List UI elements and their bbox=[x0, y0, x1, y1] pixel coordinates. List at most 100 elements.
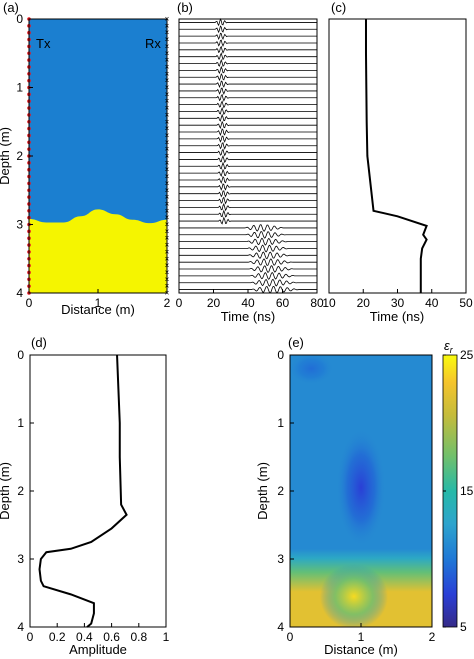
trace-line bbox=[178, 202, 317, 212]
panel-c-x-tick-label: 40 bbox=[425, 296, 439, 310]
panel-a-y-tick-label: 0 bbox=[16, 12, 23, 26]
panel-d-y-tick-label: 0 bbox=[17, 348, 24, 362]
trace-line bbox=[178, 25, 317, 34]
trace-line bbox=[178, 128, 317, 136]
trace-line bbox=[178, 93, 317, 102]
panel-d-y-tick-label: 2 bbox=[17, 484, 24, 498]
trace-line bbox=[178, 80, 317, 89]
trace-line bbox=[178, 216, 317, 225]
panel-e: 5 15 25 εr 0 1 2 0 1 2 3 4 Distance (m) Depth (m… bbox=[255, 335, 474, 657]
trace-line bbox=[178, 154, 317, 164]
trace-line bbox=[178, 106, 317, 115]
trace-line bbox=[178, 209, 317, 218]
panel-a-y-tick-label: 2 bbox=[16, 149, 23, 163]
panel-c-x-axis-label: Time (ns) bbox=[370, 309, 424, 324]
panel-a-x-tick-label: 2 bbox=[164, 296, 171, 310]
panel-c-x-tick-label: 30 bbox=[391, 296, 405, 310]
colorbar-label-main: ε bbox=[444, 338, 450, 353]
trace-line bbox=[178, 237, 317, 246]
panel-e-y-tick-label: 3 bbox=[277, 552, 284, 566]
trace-line bbox=[178, 183, 317, 191]
panel-c-x-tick-label: 20 bbox=[357, 296, 371, 310]
panel-a-y-tick-label: 1 bbox=[16, 81, 23, 95]
colorbar-tick-label: 15 bbox=[460, 484, 474, 498]
colorbar-tick-label: 25 bbox=[460, 348, 474, 362]
panel-a: ××××××××××××××××××××××××××××××××××××××××… bbox=[0, 0, 171, 317]
trace-line bbox=[178, 168, 317, 177]
panel-b-x-tick-label: 20 bbox=[207, 296, 221, 310]
trace-line bbox=[178, 148, 317, 157]
surface-patch bbox=[290, 355, 335, 385]
panel-d-y-tick-label: 3 bbox=[17, 552, 24, 566]
lower-layer bbox=[29, 209, 167, 293]
panel-b-x-tick-label: 40 bbox=[241, 296, 255, 310]
trace-line bbox=[178, 39, 317, 47]
panel-d-y-tick-label: 1 bbox=[17, 416, 24, 430]
panel-d-series-line bbox=[38, 354, 128, 628]
trace-line bbox=[178, 196, 317, 205]
colorbar-tick-label: 5 bbox=[460, 620, 467, 634]
panel-b-label: (b) bbox=[177, 0, 193, 15]
tx-label: Tx bbox=[36, 36, 51, 51]
trace-line bbox=[178, 224, 317, 232]
panel-e-x-tick-label: 0 bbox=[287, 630, 294, 644]
panel-b-x-tick-label: 0 bbox=[176, 296, 183, 310]
trace-line bbox=[178, 231, 317, 239]
panel-e-x-tick-label: 1 bbox=[358, 630, 365, 644]
panel-a-x-tick-label: 1 bbox=[95, 296, 102, 310]
panel-c-x-tick-label: 10 bbox=[322, 296, 336, 310]
rx-label: Rx bbox=[145, 36, 161, 51]
trace-line bbox=[178, 32, 317, 41]
panel-b-frame bbox=[178, 18, 318, 294]
trace-line bbox=[178, 73, 317, 82]
panel-e-x-axis-label: Distance (m) bbox=[324, 642, 398, 657]
trace-line bbox=[178, 87, 317, 95]
panel-a-label: (a) bbox=[3, 0, 19, 15]
panel-c: 10 20 30 40 50 Time (ns) (c) bbox=[322, 0, 473, 324]
panel-e-y-axis-label: Depth (m) bbox=[255, 462, 270, 520]
colorbar-label: εr bbox=[444, 338, 454, 355]
trace-line bbox=[178, 175, 317, 184]
trace-line bbox=[178, 120, 317, 130]
panel-d-x-axis-label: Amplitude bbox=[69, 642, 127, 657]
trace-line bbox=[178, 278, 317, 287]
trace-line bbox=[178, 258, 317, 266]
trace-line bbox=[178, 190, 317, 198]
panel-e-label: (e) bbox=[288, 335, 304, 350]
panel-d-frame bbox=[29, 354, 167, 628]
panel-d: 0 0.2 0.4 0.6 0.8 1 0 1 2 3 4 Amplitude Depth (m)… bbox=[0, 335, 170, 657]
panel-b-x-tick-label: 60 bbox=[276, 296, 290, 310]
panel-b-x-tick-label: 80 bbox=[310, 296, 324, 310]
panel-c-series-line bbox=[364, 19, 428, 293]
trace-line bbox=[178, 271, 317, 280]
panel-a-y-axis-label: Depth (m) bbox=[0, 127, 12, 185]
panel-d-label: (d) bbox=[31, 335, 47, 350]
panel-b: 0 20 40 60 80 Time (ns) (b) bbox=[176, 0, 324, 324]
panel-e-y-tick-label: 0 bbox=[277, 348, 284, 362]
trace-line bbox=[178, 265, 317, 273]
panel-a-y-tick-label: 4 bbox=[16, 286, 23, 300]
trace-line bbox=[178, 52, 317, 61]
panel-c-frame bbox=[328, 18, 467, 294]
panel-c-x-tick-label: 50 bbox=[459, 296, 473, 310]
panel-e-y-tick-label: 4 bbox=[277, 620, 284, 634]
panel-d-x-tick-label: 0.2 bbox=[49, 630, 66, 644]
trace-line bbox=[178, 161, 317, 170]
panel-d-x-tick-label: 1 bbox=[163, 630, 170, 644]
colorbar-label-sub: r bbox=[450, 345, 454, 355]
trace-line bbox=[178, 58, 317, 67]
panel-a-x-axis-label: Distance (m) bbox=[61, 302, 135, 317]
trace-line bbox=[178, 142, 317, 150]
upper-anomaly bbox=[336, 427, 386, 548]
panel-e-y-tick-label: 1 bbox=[277, 416, 284, 430]
trace-line bbox=[178, 45, 317, 54]
trace-line bbox=[178, 65, 317, 75]
panel-d-x-tick-label: 0.8 bbox=[130, 630, 147, 644]
panel-c-label: (c) bbox=[331, 0, 346, 15]
panel-b-x-axis-label: Time (ns) bbox=[221, 309, 275, 324]
trace-line bbox=[178, 100, 317, 109]
panel-e-y-tick-label: 2 bbox=[277, 484, 284, 498]
panel-d-y-tick-label: 4 bbox=[17, 620, 24, 634]
panel-d-x-tick-label: 0 bbox=[27, 630, 34, 644]
panel-a-y-tick-label: 3 bbox=[16, 218, 23, 232]
